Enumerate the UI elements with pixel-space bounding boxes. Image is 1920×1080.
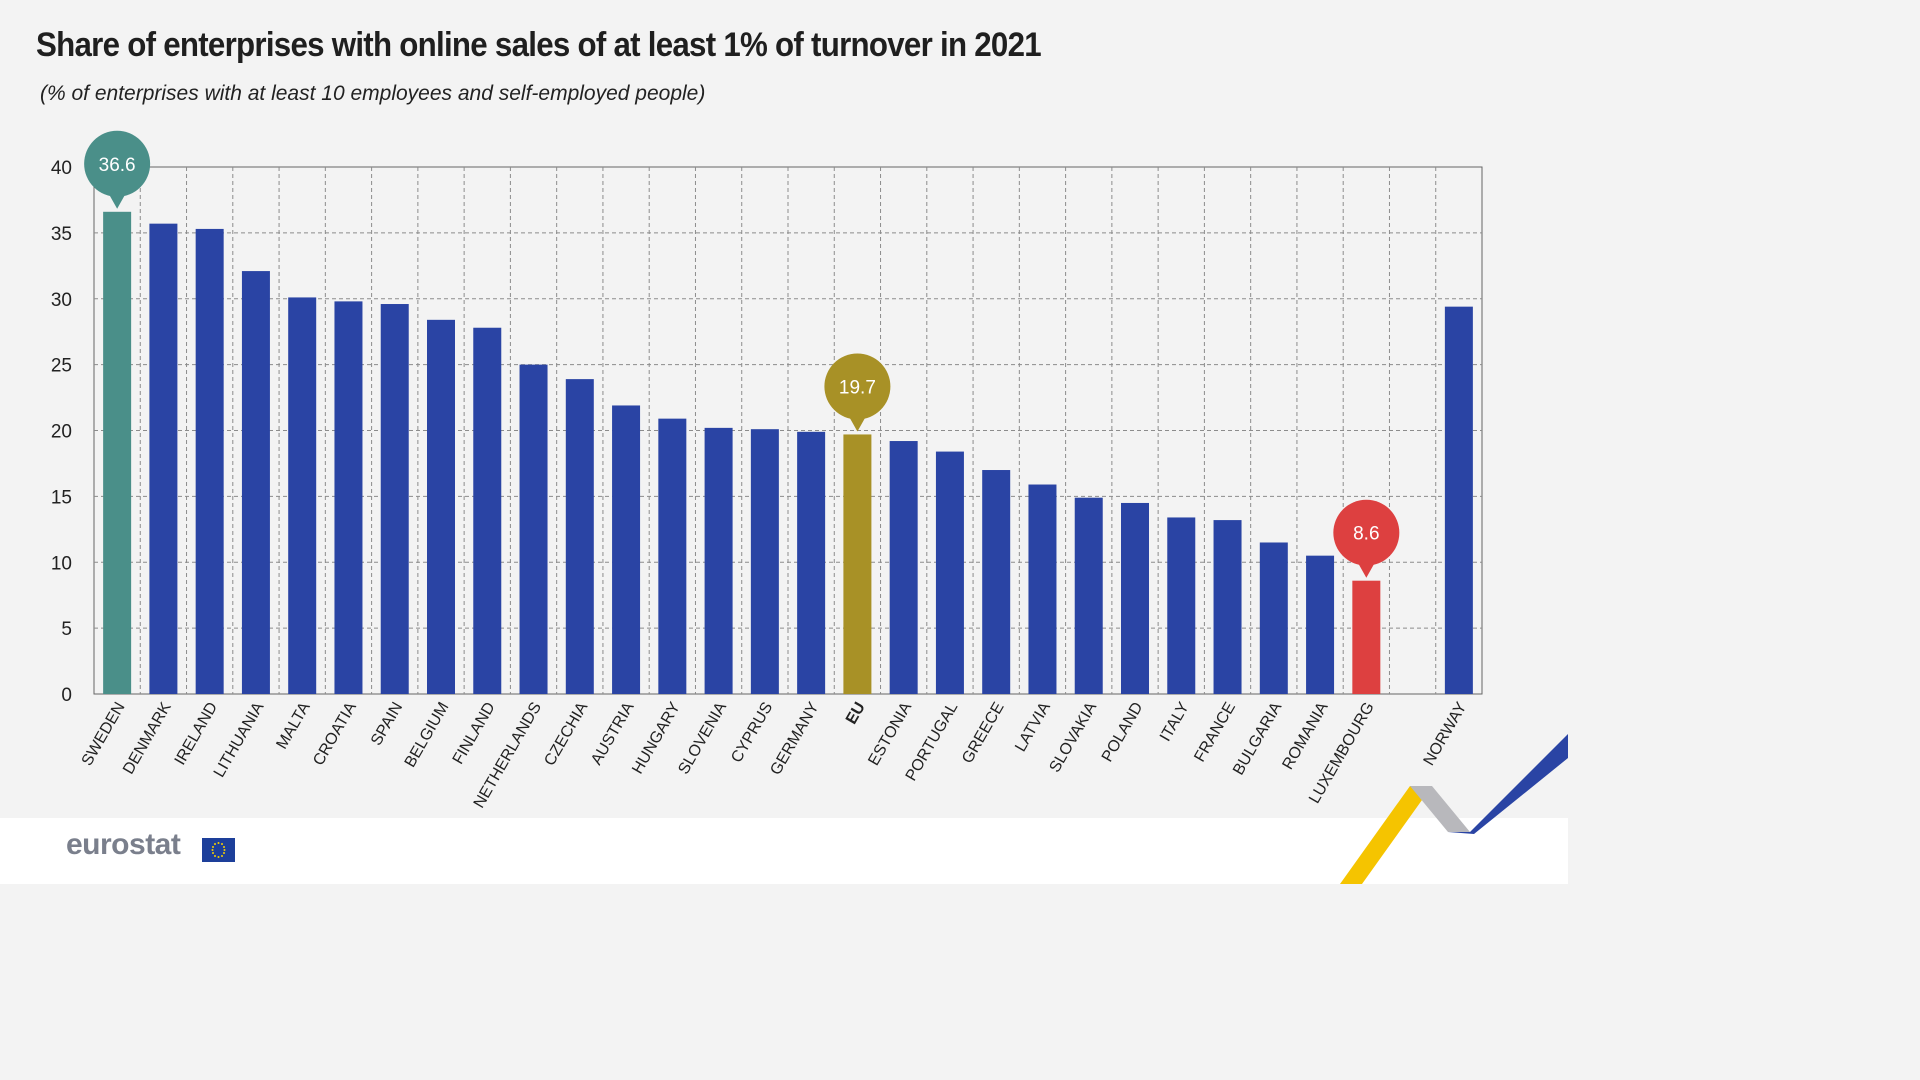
x-tick-label: FRANCE — [1191, 700, 1239, 765]
bar-finland — [473, 327, 502, 694]
bar-belgium — [427, 319, 455, 694]
x-tick-label: IRELAND — [172, 700, 221, 769]
bar-hungary — [658, 418, 687, 694]
bar-bulgaria — [1259, 542, 1288, 694]
bar-austria — [612, 405, 641, 694]
callout-bubble — [1333, 499, 1400, 566]
bar-france — [1213, 520, 1242, 694]
data-label: 8.6 — [1353, 524, 1379, 545]
x-tick-label: LITHUANIA — [211, 699, 268, 780]
callout-bubble — [824, 353, 891, 420]
eurostat-logo: eurostat — [66, 828, 181, 861]
bar-chart: 0 5 10 15 20 25 30 35 40 36.6 SWEDENDENMARKIRELAND… — [51, 130, 1483, 811]
y-tick-label: 25 — [51, 356, 72, 377]
x-tick-label: POLAND — [1099, 700, 1147, 765]
bar-eu — [843, 434, 872, 694]
x-tick-label: SLOVENIA — [675, 699, 730, 777]
y-tick-label: 20 — [51, 422, 72, 443]
bar-croatia — [334, 301, 363, 694]
x-tick-label: ITALY — [1157, 699, 1193, 744]
y-tick-label: 40 — [51, 158, 72, 179]
footer — [0, 818, 1568, 884]
x-tick-label: CZECHIA — [541, 699, 591, 769]
decorative-corner-ribbons — [1340, 734, 1568, 884]
x-tick-label: GERMANY — [767, 699, 822, 778]
x-tick-label: ESTONIA — [865, 699, 915, 768]
x-tick-label: HUNGARY — [629, 699, 684, 777]
chart-title: Share of enterprises with online sales o… — [36, 26, 1042, 64]
x-tick-label: DENMARK — [120, 699, 175, 777]
x-tick-label: BELGIUM — [402, 700, 453, 771]
bar-sweden — [103, 211, 132, 695]
x-tick-label: MALTA — [273, 699, 313, 752]
callout-pointer — [1357, 561, 1376, 578]
bar-germany — [797, 431, 826, 694]
bar-portugal — [935, 451, 964, 694]
chart-subtitle: (% of enterprises with at least 10 emplo… — [40, 82, 706, 105]
y-tick-label: 15 — [51, 487, 72, 508]
bar-slovakia — [1074, 497, 1103, 694]
bar-latvia — [1028, 484, 1057, 694]
x-tick-label: FINLAND — [450, 700, 499, 768]
x-tick-label: SWEDEN — [79, 700, 129, 769]
bar-malta — [288, 297, 317, 694]
data-label: 19.7 — [839, 377, 876, 398]
data-label: 36.6 — [99, 155, 136, 176]
x-tick-label: CYPRUS — [728, 700, 776, 766]
y-tick-label: 35 — [51, 224, 72, 245]
y-tick-label: 0 — [61, 685, 72, 706]
callout-pointer — [848, 415, 867, 432]
bar-spain — [380, 304, 409, 694]
bar-czechia — [565, 379, 594, 694]
y-tick-label: 30 — [51, 290, 72, 311]
y-tick-label: 5 — [61, 619, 72, 640]
bar-greece — [982, 470, 1011, 694]
bar-estonia — [889, 441, 918, 694]
callout-pointer — [108, 192, 127, 209]
bar-slovenia — [704, 427, 733, 694]
bar-luxembourg — [1352, 580, 1381, 694]
x-tick-label: GREECE — [959, 699, 1008, 766]
x-tick-label: SPAIN — [368, 700, 406, 749]
x-tick-label: CROATIA — [310, 699, 360, 768]
x-tick-label: BULGARIA — [1230, 699, 1285, 778]
callout-bubble — [84, 130, 151, 197]
x-tick-label: LATVIA — [1012, 699, 1054, 755]
bar-norway — [1444, 306, 1473, 694]
y-tick-label: 10 — [51, 553, 72, 574]
bar-poland — [1121, 502, 1149, 694]
x-tick-label: AUSTRIA — [588, 699, 638, 768]
bar-denmark — [149, 223, 178, 694]
bar-italy — [1167, 517, 1196, 694]
eu-flag-icon — [202, 838, 235, 862]
bar-lithuania — [241, 271, 270, 694]
bar-ireland — [195, 228, 224, 695]
bar-romania — [1306, 555, 1335, 694]
x-tick-label: SLOVAKIA — [1046, 699, 1100, 775]
x-tick-label: EU — [843, 700, 869, 728]
bar-cyprus — [750, 429, 779, 694]
bar-netherlands — [519, 364, 548, 694]
